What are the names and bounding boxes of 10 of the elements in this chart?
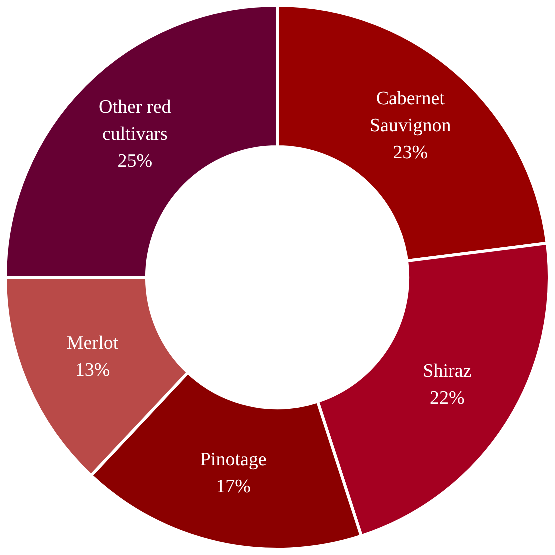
slice-label: Other red cultivars <box>99 97 172 146</box>
data-label: 25% <box>118 151 153 172</box>
data-label: 17% <box>216 476 252 498</box>
slice-label: Pinotage <box>200 449 267 470</box>
slice-label: Cabernet Sauvignon <box>370 88 452 136</box>
data-label: 13% <box>75 360 110 381</box>
data-label: 23% <box>393 142 428 164</box>
slice-label: Shiraz <box>423 360 472 382</box>
slice-label: Merlot <box>66 332 120 354</box>
data-label: 22% <box>430 388 466 409</box>
